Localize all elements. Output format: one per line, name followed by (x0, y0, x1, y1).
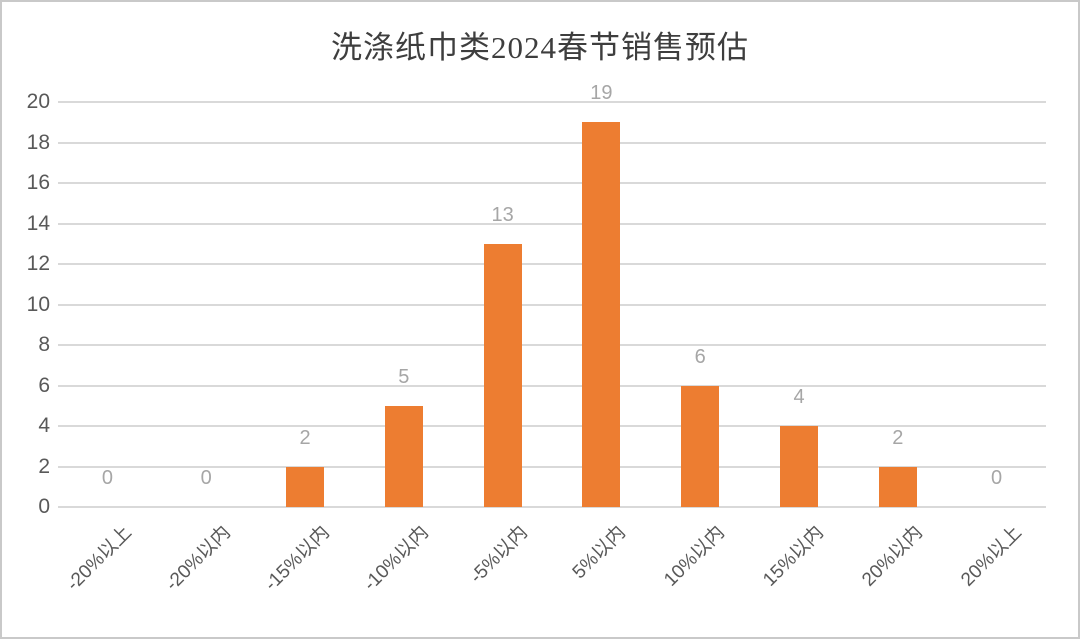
bar-value-label: 2 (299, 426, 311, 449)
bar (286, 466, 324, 507)
chart-title: 洗涤纸巾类2024春节销售预估 (331, 30, 749, 65)
bar-value-label: 4 (793, 386, 805, 408)
y-axis-tick-label: 12 (26, 252, 50, 275)
gridline (58, 222, 1046, 225)
bar (780, 426, 818, 507)
gridline (58, 263, 1046, 265)
gridline (58, 101, 1046, 103)
bar-value-label: 2 (892, 426, 904, 449)
gridline (58, 465, 1046, 468)
y-axis-tick-label: 8 (38, 333, 50, 356)
gridline (58, 384, 1046, 387)
bar-value-label: 0 (101, 467, 113, 489)
y-axis-tick-label: 6 (38, 373, 50, 397)
x-axis-category-label: -20%以上 (63, 522, 137, 596)
gridline (58, 182, 1046, 184)
y-axis-tick-label: 14 (26, 211, 50, 235)
y-axis-tick-label: 2 (38, 454, 50, 478)
gridline (58, 425, 1046, 427)
gridline (58, 141, 1046, 144)
y-axis-tick-label: 20 (26, 90, 50, 113)
bar (681, 385, 720, 507)
y-axis-tick-label: 10 (26, 292, 50, 316)
bar (582, 122, 621, 507)
bar-value-label: 0 (200, 467, 212, 489)
bar (878, 466, 917, 507)
bar-value-label: 0 (991, 467, 1003, 489)
bar (384, 405, 423, 507)
y-axis-tick-label: 4 (38, 414, 50, 437)
y-axis-tick-label: 18 (26, 130, 50, 154)
bar-value-label: 6 (694, 345, 706, 368)
y-axis-tick-label: 0 (38, 495, 50, 518)
gridline (58, 506, 1046, 508)
bar-value-label: 19 (590, 82, 613, 105)
gridline (58, 303, 1046, 306)
gridline (58, 344, 1046, 346)
bar-value-label: 5 (398, 365, 410, 388)
y-axis-tick-label: 16 (26, 171, 50, 194)
bar (483, 243, 522, 507)
bar-value-label: 13 (491, 203, 514, 226)
